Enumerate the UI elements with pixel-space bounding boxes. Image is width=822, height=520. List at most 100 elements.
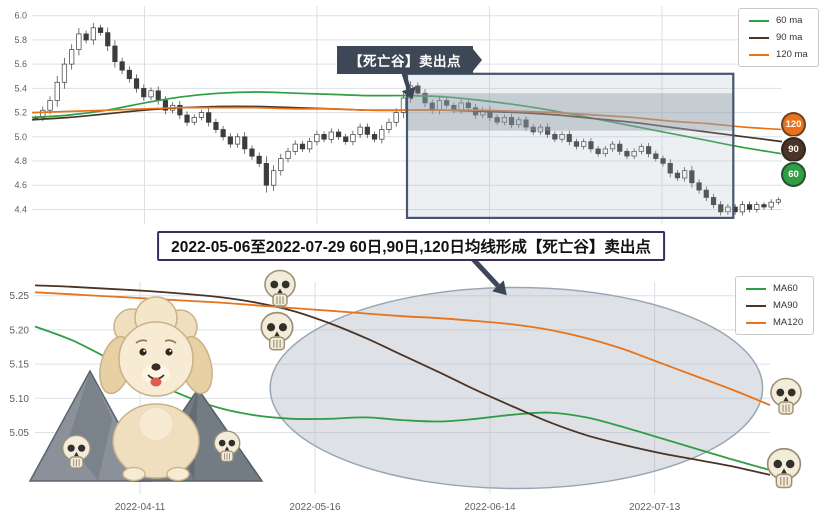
- candle-body: [155, 90, 161, 101]
- ma90-line-swatch: [749, 36, 769, 39]
- candle-body: [105, 32, 111, 47]
- candle-body: [768, 201, 774, 208]
- candle-body: [386, 121, 392, 130]
- candle-body: [220, 129, 226, 138]
- legend-item-ma120: MA120: [746, 317, 803, 328]
- candle-body: [364, 126, 370, 135]
- candle-body: [415, 85, 421, 94]
- candle-body: [609, 143, 616, 150]
- candle-body: [696, 182, 702, 191]
- candle-body: [646, 146, 652, 155]
- highlight-band: [407, 93, 734, 131]
- candle-body: [754, 204, 760, 210]
- ma60-line-swatch: [746, 287, 766, 290]
- x-tick-label: 2022-07-13: [629, 502, 681, 513]
- skull-icon: [264, 269, 296, 307]
- candle-body: [191, 117, 197, 123]
- candle-body: [292, 143, 298, 152]
- candle-body: [133, 78, 140, 89]
- candle-body: [660, 158, 666, 164]
- candle-body: [285, 150, 291, 159]
- death-valley-callout: 【死亡谷】卖出点: [337, 46, 473, 74]
- skull-icon: [260, 311, 294, 351]
- legend-label: 60 ma: [776, 15, 803, 26]
- candle-body: [343, 136, 349, 142]
- y-tick-label: 5.20: [10, 325, 30, 336]
- y-tick-label: 5.0: [14, 132, 27, 142]
- x-tick-label: 2022-04-11: [115, 502, 166, 513]
- x-tick-label: 2022-06-14: [464, 502, 516, 513]
- highlight-box: [405, 72, 735, 220]
- candle-body: [227, 136, 233, 145]
- candle-body: [444, 100, 450, 106]
- candle-body: [371, 134, 378, 140]
- candle-body: [588, 141, 594, 150]
- candle-body: [148, 90, 154, 98]
- candle-body: [213, 121, 219, 130]
- ma60-line-swatch: [749, 19, 769, 22]
- candle-body: [83, 33, 89, 41]
- candle-body: [242, 136, 248, 150]
- legend-label: MA120: [773, 317, 804, 328]
- candle-body: [667, 163, 673, 174]
- candle-body: [775, 199, 782, 203]
- candle-body: [566, 134, 572, 143]
- candle-body: [314, 134, 320, 143]
- candle-body: [328, 131, 334, 140]
- legend-label: 120 ma: [776, 49, 808, 60]
- legend-item-120ma: 120 ma: [749, 49, 808, 60]
- y-tick-label: 5.4: [14, 83, 27, 93]
- ma-badge-90: 90: [781, 137, 806, 162]
- candle-body: [350, 134, 356, 143]
- candle-body: [307, 141, 313, 150]
- candle-body: [718, 204, 724, 213]
- candle-body: [249, 148, 255, 157]
- candle-body: [299, 143, 306, 150]
- candle-body: [335, 131, 342, 138]
- candle-body: [61, 63, 68, 83]
- candle-body: [703, 189, 709, 198]
- candle-body: [501, 117, 507, 123]
- ma-line-ma90: [34, 284, 771, 476]
- candle-body: [234, 136, 241, 145]
- candle-body: [523, 119, 529, 128]
- candle-body: [581, 141, 587, 147]
- candle-body: [545, 126, 551, 135]
- x-tick-label: 2022-05-16: [289, 502, 341, 513]
- candle-body: [400, 97, 407, 113]
- candle-body: [559, 134, 565, 140]
- candle-body: [761, 204, 767, 208]
- skull-icon: [770, 377, 802, 415]
- candle-body: [689, 170, 695, 184]
- candle-body: [552, 134, 558, 140]
- candle-body: [494, 117, 500, 123]
- annotation-banner: 2022-05-06至2022-07-29 60日,90日,120日均线形成【死…: [157, 231, 665, 261]
- candle-body: [653, 153, 659, 159]
- y-tick-label: 5.05: [10, 428, 30, 439]
- candle-body: [112, 45, 118, 63]
- candle-body: [198, 112, 205, 118]
- candle-body: [379, 129, 385, 140]
- ellipse-highlight: [269, 286, 764, 490]
- candle-body: [516, 119, 522, 125]
- legend-label: 90 ma: [776, 32, 803, 43]
- y-tick-label: 4.8: [14, 156, 27, 166]
- candle-body: [631, 150, 637, 157]
- legend-label: MA60: [773, 283, 798, 294]
- candle-body: [638, 146, 644, 152]
- candle-body: [184, 114, 190, 123]
- candle-body: [256, 155, 262, 164]
- candle-body: [465, 102, 471, 109]
- top-candlestick-chart: 4.4 4.6 4.8 5.0 5.2 5.4 5.6 5.8 6.0: [14, 6, 783, 224]
- ma120-line-swatch: [746, 321, 766, 324]
- candle-body: [69, 49, 75, 65]
- candle-body: [710, 197, 717, 206]
- ma90-line-swatch: [746, 304, 766, 307]
- y-tick-label: 4.6: [14, 180, 27, 190]
- candle-body: [682, 170, 688, 179]
- y-tick-label: 5.15: [10, 360, 30, 371]
- poodle-and-mountains-illustration: [28, 296, 264, 482]
- candle-body: [141, 88, 147, 98]
- candle-body: [537, 126, 544, 133]
